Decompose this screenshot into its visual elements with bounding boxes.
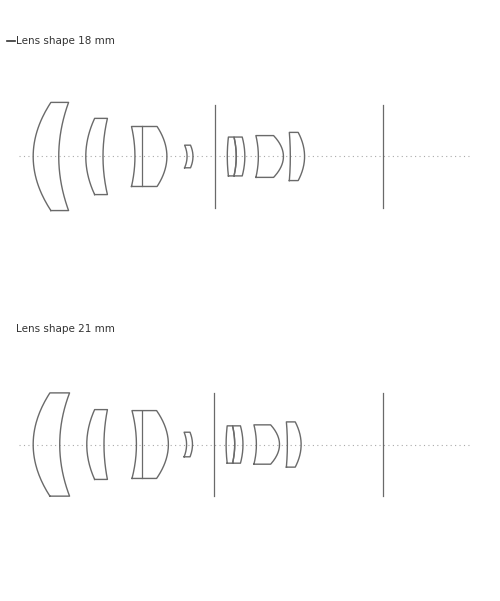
Text: Lens shape 18 mm: Lens shape 18 mm [16,36,116,46]
Text: Lens shape 21 mm: Lens shape 21 mm [16,324,116,334]
